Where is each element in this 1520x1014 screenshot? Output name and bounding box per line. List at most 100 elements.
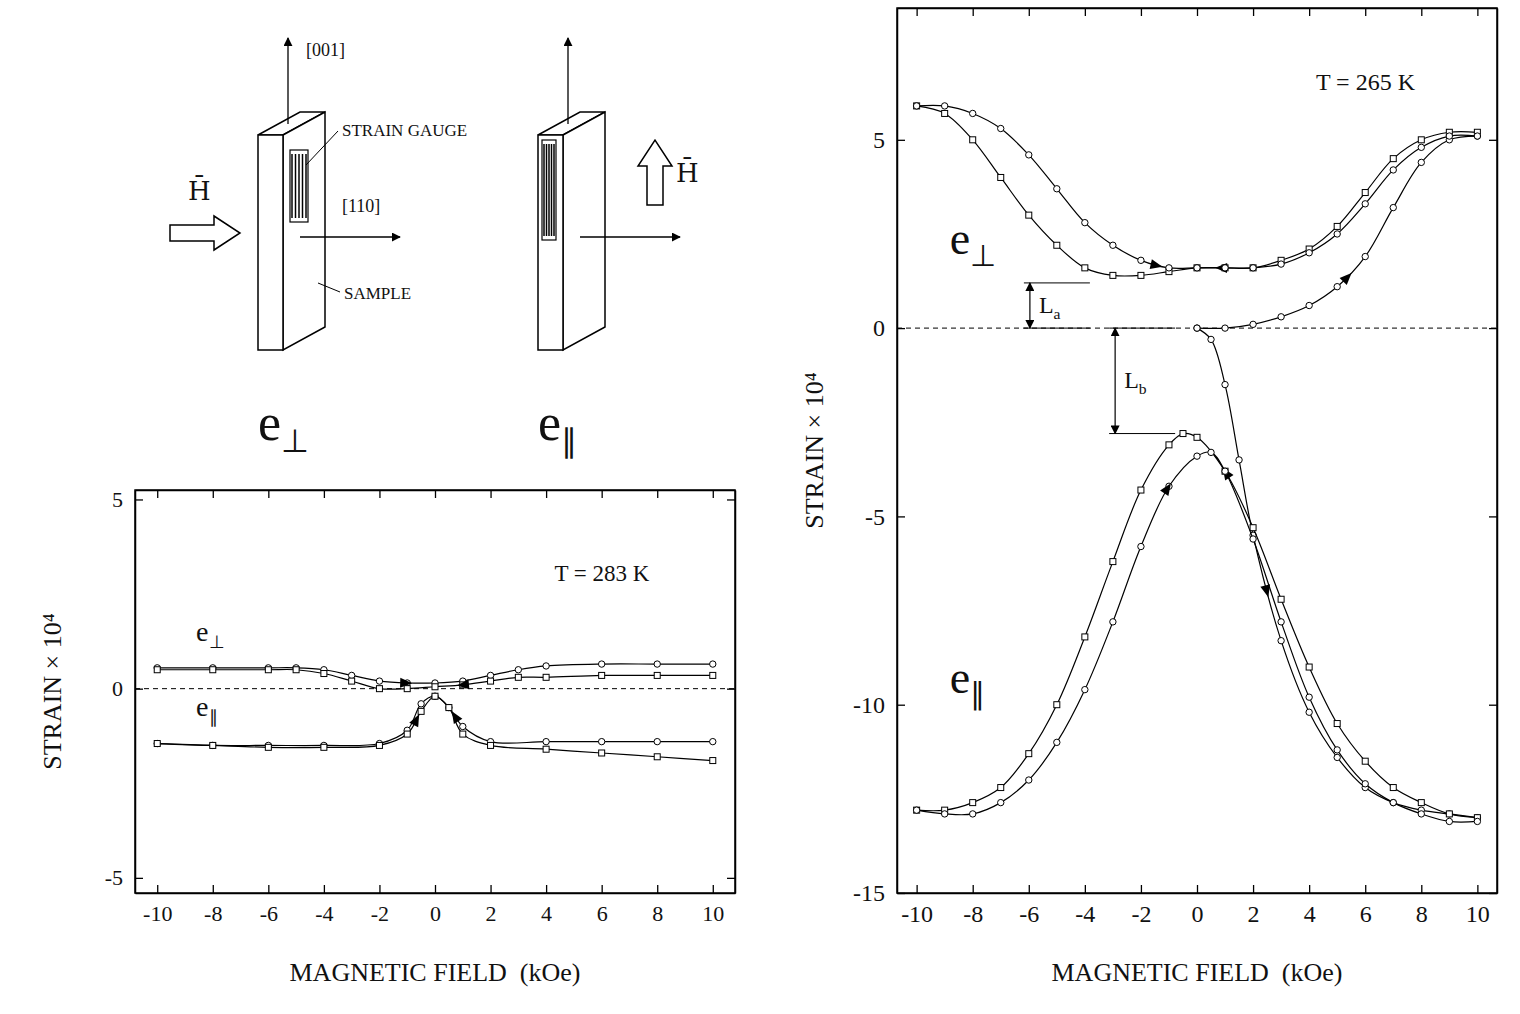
tick-mark (135, 878, 143, 879)
marker (376, 678, 382, 684)
series (154, 693, 716, 763)
marker (293, 667, 299, 673)
marker (1138, 487, 1144, 493)
tick-mark (973, 8, 974, 16)
field-label: H̄ (188, 175, 211, 206)
marker (914, 103, 920, 109)
tick-mark (268, 490, 269, 498)
tick-mark (1421, 8, 1422, 16)
tick-label: -4 (1075, 901, 1095, 927)
marker (599, 672, 605, 678)
tick-label: 0 (430, 901, 441, 926)
annotation: Lb (1124, 367, 1147, 397)
annotation: e⊥ (950, 213, 996, 272)
measurement-label: e⊥ (258, 394, 309, 459)
marker (654, 738, 660, 744)
series-line (917, 106, 1478, 276)
tick-label: 4 (541, 901, 552, 926)
marker (1082, 265, 1088, 271)
field-arrow (170, 216, 240, 250)
tick: -6 (260, 885, 278, 926)
marker (321, 671, 327, 677)
tick-mark (1085, 885, 1086, 893)
marker (210, 742, 216, 748)
tick-mark (135, 499, 143, 500)
marker (1222, 325, 1228, 331)
tick (1085, 8, 1086, 16)
tick-label: 4 (1304, 901, 1316, 927)
marker (1222, 265, 1228, 271)
tick-label: -6 (1019, 901, 1039, 927)
axis-line (135, 491, 137, 894)
marker (1390, 799, 1396, 805)
marker (1194, 434, 1200, 440)
tick-label: -8 (204, 901, 222, 926)
label-main: e (258, 394, 281, 451)
marker (1334, 721, 1340, 727)
tick (546, 490, 547, 498)
sample-diagram: H̄e∥ (538, 38, 699, 459)
marker (942, 110, 948, 116)
bracket-line (1115, 328, 1116, 433)
tick-mark (916, 8, 917, 16)
marker (1026, 152, 1032, 158)
series-line (917, 105, 1478, 268)
marker (654, 754, 660, 760)
tick-mark (268, 885, 269, 893)
plot-frame (897, 8, 1497, 893)
annotation-main: L (1124, 367, 1139, 393)
measurement-label: e∥ (538, 394, 577, 459)
sweep-arrow (1150, 259, 1164, 271)
marker (1278, 596, 1284, 602)
series-line (157, 669, 713, 689)
marker (1082, 686, 1088, 692)
gauge-wire (553, 144, 555, 236)
tick-mark (546, 885, 547, 893)
marker (1208, 449, 1214, 455)
tick (1309, 8, 1310, 16)
callout-label: SAMPLE (344, 284, 411, 303)
label-subscript: ⊥ (281, 423, 309, 459)
tick: 0 (1192, 885, 1204, 927)
tick-mark (490, 885, 491, 893)
gauge-wire (302, 154, 304, 218)
tick: -5 (105, 865, 143, 890)
tick-label: 10 (702, 901, 724, 926)
marker (1250, 525, 1256, 531)
direction-label: [001] (306, 40, 345, 60)
tick (1489, 140, 1497, 141)
marker (710, 661, 716, 667)
marker (913, 103, 919, 109)
axis: -505 (105, 487, 143, 893)
marker (1250, 536, 1256, 542)
tick (324, 490, 325, 498)
y-axis-title: STRAIN × 10⁴ (38, 613, 67, 770)
tick-label: -2 (371, 901, 389, 926)
marker (1334, 754, 1340, 760)
field-arrow (638, 140, 672, 205)
tick (1029, 8, 1030, 16)
annotation-main: e (196, 616, 208, 647)
series (154, 693, 716, 749)
annotation-main: T = 265 K (1316, 69, 1416, 95)
marker (1194, 453, 1200, 459)
series (1194, 325, 1481, 821)
axis-arrow (287, 38, 288, 124)
marker (488, 678, 494, 684)
tick-mark (973, 885, 974, 893)
tick: 10 (1466, 885, 1490, 927)
tick (1141, 8, 1142, 16)
figure: [001][110]STRAIN GAUGESAMPLEH̄e⊥H̄e∥-10-… (0, 0, 1520, 1014)
tick-label: -4 (315, 901, 333, 926)
sweep-arrow (1219, 465, 1234, 481)
marker (1278, 261, 1284, 267)
tick-label: 5 (112, 487, 123, 512)
direction-label: [110] (342, 196, 380, 216)
axis (898, 8, 1498, 16)
marker (1110, 272, 1116, 278)
marker (446, 705, 452, 711)
annotation-subscript: ∥ (970, 677, 985, 711)
marker (1194, 325, 1200, 331)
series-line (157, 696, 713, 746)
marker (1334, 223, 1340, 229)
